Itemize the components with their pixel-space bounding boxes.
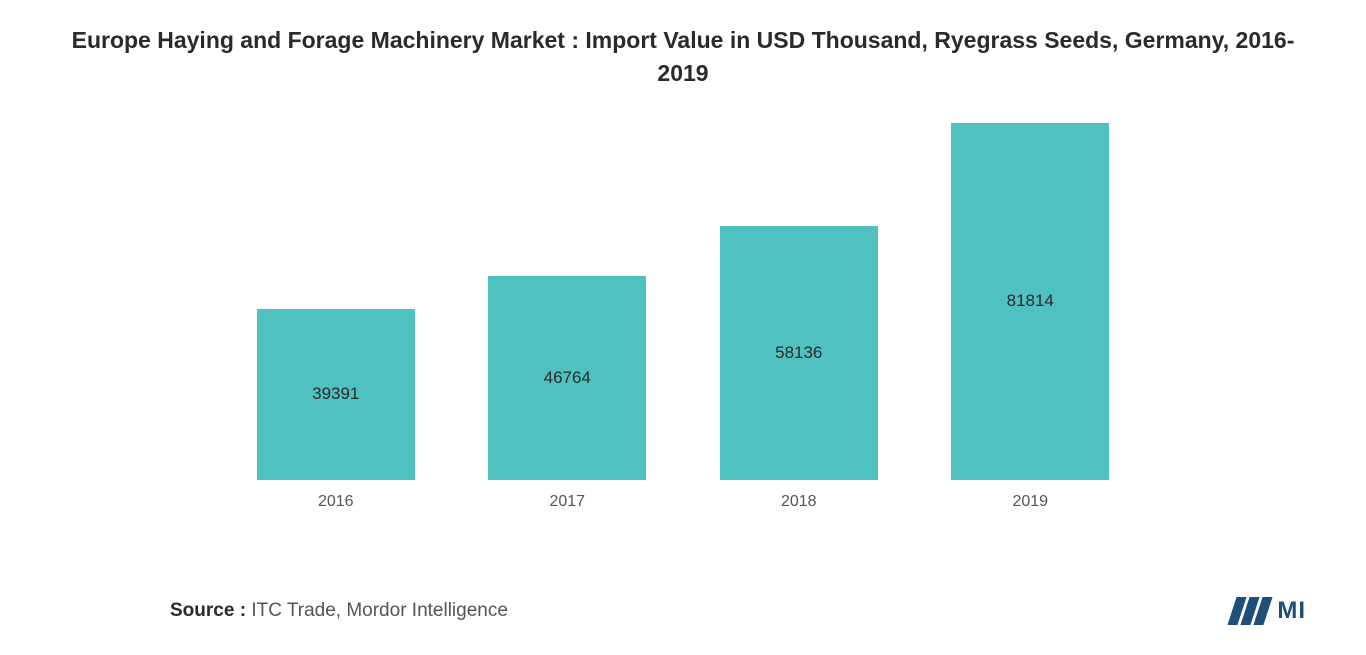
bar: 81814: [950, 122, 1110, 481]
source-label: Source :: [170, 600, 246, 621]
logo-bars-icon: [1228, 597, 1273, 625]
x-tick-label: 2019: [915, 493, 1147, 511]
source-text: ITC Trade, Mordor Intelligence: [251, 600, 508, 621]
bar-chart: 39391 46764 58136 81814 2016201720182019: [50, 121, 1316, 511]
bar-slot: 46764: [452, 121, 684, 481]
bar: 39391: [256, 308, 416, 481]
x-tick-label: 2017: [452, 493, 684, 511]
x-tick-label: 2018: [683, 493, 915, 511]
logo-text: MI: [1277, 597, 1306, 625]
bars-container: 39391 46764 58136 81814: [220, 121, 1146, 481]
bar-slot: 81814: [915, 121, 1147, 481]
bar-slot: 58136: [683, 121, 915, 481]
bar-slot: 39391: [220, 121, 452, 481]
chart-title: Europe Haying and Forage Machinery Marke…: [50, 24, 1316, 91]
x-tick-label: 2016: [220, 493, 452, 511]
bar: 58136: [719, 225, 879, 480]
brand-logo: MI: [1232, 597, 1306, 625]
bar: 46764: [487, 275, 647, 480]
footer-row: Source : ITC Trade, Mordor Intelligence …: [170, 597, 1306, 625]
source-attribution: Source : ITC Trade, Mordor Intelligence: [170, 600, 508, 622]
x-axis-labels: 2016201720182019: [220, 493, 1146, 511]
